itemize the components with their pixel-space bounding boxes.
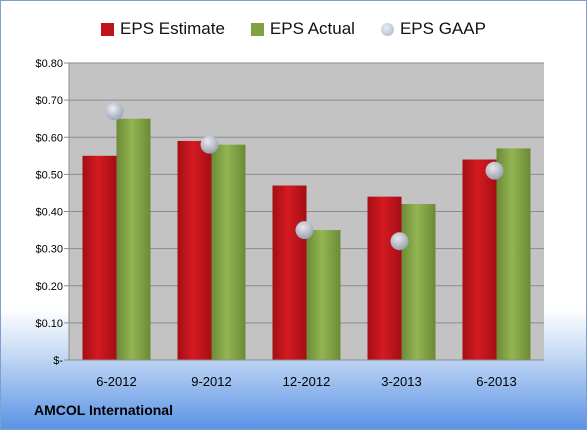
x-tick-label: 6-2012 <box>96 374 136 389</box>
point-eps-gaap <box>485 161 504 180</box>
bar-eps-actual <box>496 148 531 360</box>
legend-swatch-eps-actual <box>250 22 264 36</box>
y-tick-label: $0.30 <box>35 244 63 256</box>
x-tick-label: 9-2012 <box>191 374 231 389</box>
legend-label-eps-gaap: EPS GAAP <box>399 19 486 38</box>
x-tick-label: 3-2013 <box>381 374 421 389</box>
legend-item-eps-gaap: EPS GAAP <box>380 19 486 39</box>
x-tick-label: 12-2012 <box>283 374 331 389</box>
y-tick-label: $0.50 <box>35 169 63 181</box>
legend-label-eps-actual: EPS Actual <box>269 19 355 38</box>
point-eps-gaap <box>295 221 314 240</box>
point-eps-gaap <box>390 232 409 251</box>
y-tick-label: $0.80 <box>35 58 63 70</box>
legend-swatch-eps-estimate <box>101 22 115 36</box>
bar-eps-actual <box>401 204 436 360</box>
y-tick-label: $- <box>53 355 63 367</box>
point-eps-gaap <box>200 135 219 154</box>
x-tick-label: 6-2013 <box>476 374 516 389</box>
y-tick-label: $0.20 <box>35 281 63 293</box>
bar-eps-actual <box>116 118 151 360</box>
bar-eps-estimate <box>82 155 117 360</box>
legend: EPS Estimate EPS Actual EPS GAAP <box>1 15 586 43</box>
legend-swatch-eps-gaap <box>380 22 394 36</box>
bar-eps-estimate <box>367 196 402 360</box>
company-name: AMCOL International <box>34 402 173 418</box>
y-tick-label: $0.60 <box>35 132 63 144</box>
legend-item-eps-actual: EPS Actual <box>250 19 355 39</box>
bar-eps-estimate <box>272 185 307 360</box>
y-tick-label: $0.70 <box>35 95 63 107</box>
bar-eps-estimate <box>462 159 497 360</box>
bar-eps-actual <box>211 144 246 360</box>
y-tick-label: $0.10 <box>35 318 63 330</box>
legend-item-eps-estimate: EPS Estimate <box>101 19 225 39</box>
legend-label-eps-estimate: EPS Estimate <box>120 19 225 38</box>
point-eps-gaap <box>105 102 124 121</box>
bar-eps-estimate <box>177 140 212 360</box>
bar-eps-actual <box>306 230 341 360</box>
y-tick-label: $0.40 <box>35 207 63 219</box>
